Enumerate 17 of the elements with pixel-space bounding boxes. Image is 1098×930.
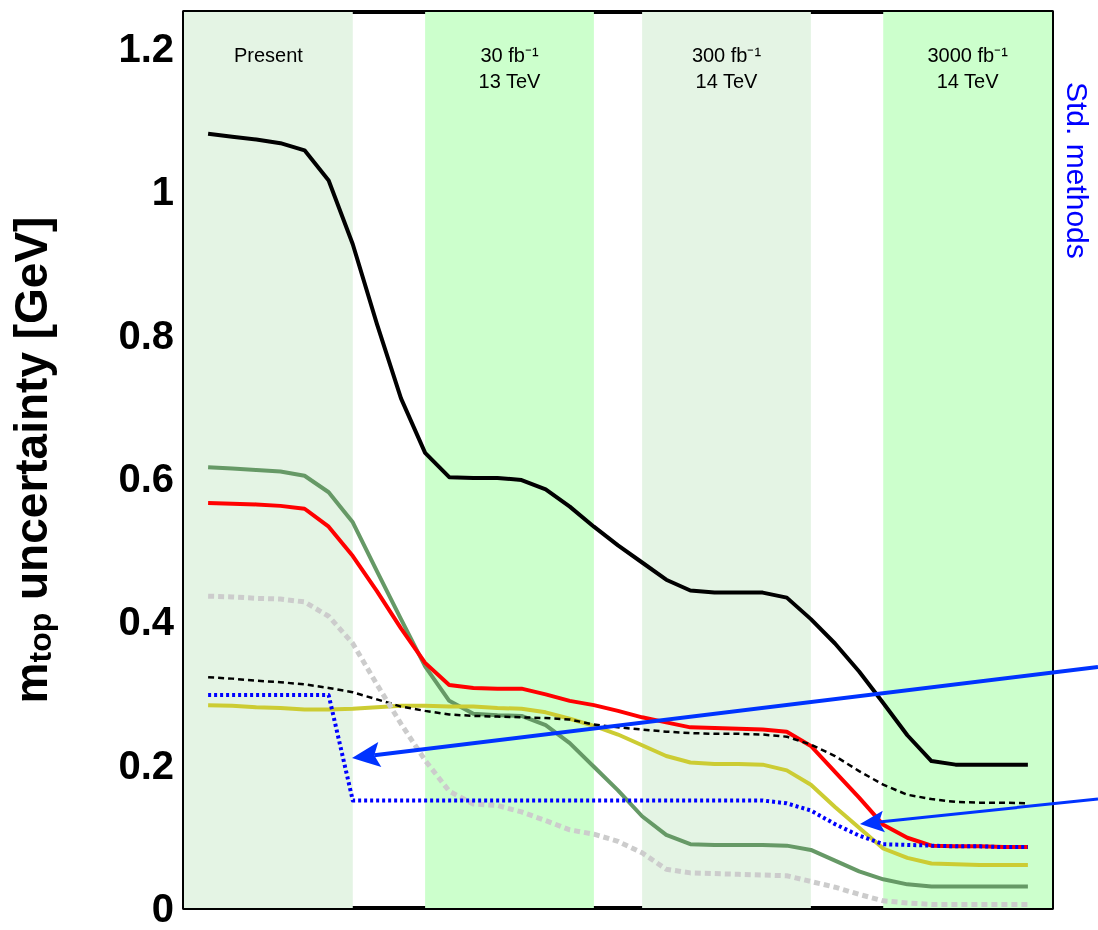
y-tick-label: 1.2 (118, 25, 174, 70)
y-tick-label: 0 (151, 886, 174, 930)
annotation: Present (233, 44, 304, 66)
annotation: 300 fb⁻¹ 14 TeV (691, 44, 762, 92)
text: Std. methods (1060, 82, 1094, 259)
line-series (206, 703, 1030, 867)
y-tick-label: 1 (151, 169, 174, 214)
line-series (206, 465, 1030, 889)
y-axis-title: mtop uncertainty [GeV] (5, 216, 58, 704)
y-tick-label: 0.6 (118, 455, 174, 500)
y-tick-label: 0.8 (118, 312, 174, 357)
y-tick-label: 0.2 (118, 742, 174, 787)
y-tick-label: 0.4 (118, 599, 175, 644)
line-series (206, 501, 1030, 850)
annotation: 30 fb⁻¹ 13 TeV (478, 44, 542, 92)
line-series (206, 693, 1030, 850)
annotation: 3000 fb⁻¹ 14 TeV (927, 44, 1009, 92)
